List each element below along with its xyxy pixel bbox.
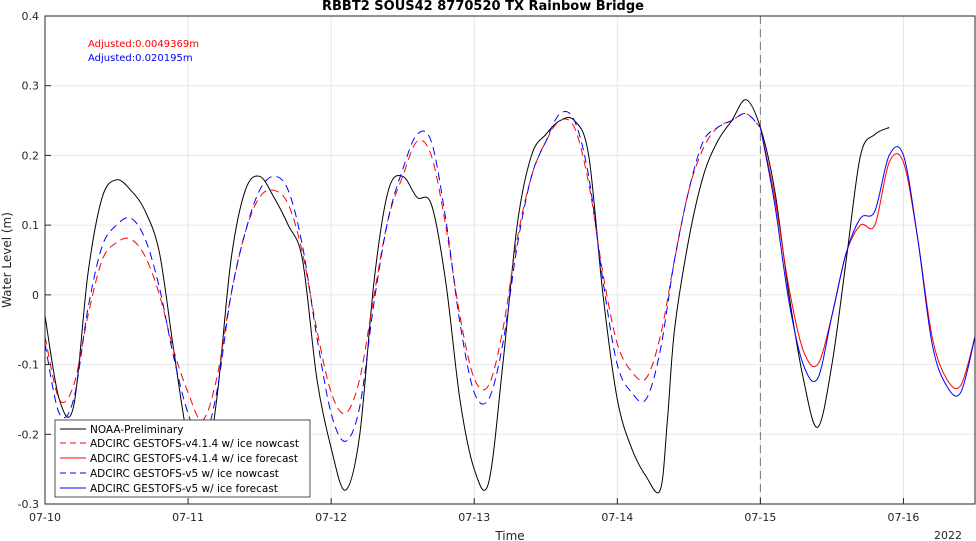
series-line-1 <box>44 112 761 421</box>
x-tick-label: 07-15 <box>744 511 776 524</box>
series-line-2 <box>759 127 976 389</box>
y-tick-label: -0.2 <box>18 428 39 441</box>
y-tick-label: 0.4 <box>22 10 40 23</box>
legend-label-1: ADCIRC GESTOFS-v4.1.4 w/ ice nowcast <box>90 438 299 450</box>
series-line-3 <box>44 111 761 443</box>
y-ticks: -0.3 -0.2 -0.1 0 0.1 0.2 0.3 0.4 <box>18 10 51 511</box>
legend-label-3: ADCIRC GESTOFS-v5 w/ ice nowcast <box>90 468 279 480</box>
y-tick-label: 0.2 <box>22 149 40 162</box>
legend-box <box>54 419 311 498</box>
y-tick-label: 0.3 <box>22 80 40 93</box>
plot-frame <box>44 15 976 505</box>
x-tick-label: 07-16 <box>887 511 919 524</box>
y-tick-label: 0.1 <box>22 219 40 232</box>
x-axis-label: Time <box>494 529 524 541</box>
legend: NOAA-Preliminary ADCIRC GESTOFS-v4.1.4 w… <box>54 419 311 498</box>
x-tick-label: 07-14 <box>601 511 633 524</box>
chart-title: RBBT2 SOUS42 8770520 TX Rainbow Bridge <box>322 0 644 14</box>
legend-label-0: NOAA-Preliminary <box>90 424 183 436</box>
series-line-4 <box>759 127 976 397</box>
x-corner-label: 2022 <box>934 529 962 541</box>
y-tick-label: -0.3 <box>18 498 39 511</box>
x-tick-label: 07-13 <box>458 511 490 524</box>
x-ticks: 07-10 07-11 07-12 07-13 07-14 07-15 07-16 <box>29 498 919 524</box>
y-axis-label: Water Level (m) <box>0 212 14 308</box>
legend-label-2: ADCIRC GESTOFS-v4.1.4 w/ ice forecast <box>90 453 298 465</box>
x-tick-label: 07-12 <box>315 511 347 524</box>
y-tick-label: -0.1 <box>18 359 39 372</box>
annotation-blue: Adjusted:0.020195m <box>88 53 193 64</box>
x-tick-label: 07-11 <box>172 511 204 524</box>
annotation-red: Adjusted:0.0049369m <box>88 39 199 50</box>
y-tick-label: 0 <box>32 289 39 302</box>
x-tick-label: 07-10 <box>29 511 61 524</box>
legend-label-4: ADCIRC GESTOFS-v5 w/ ice forecast <box>90 483 278 495</box>
